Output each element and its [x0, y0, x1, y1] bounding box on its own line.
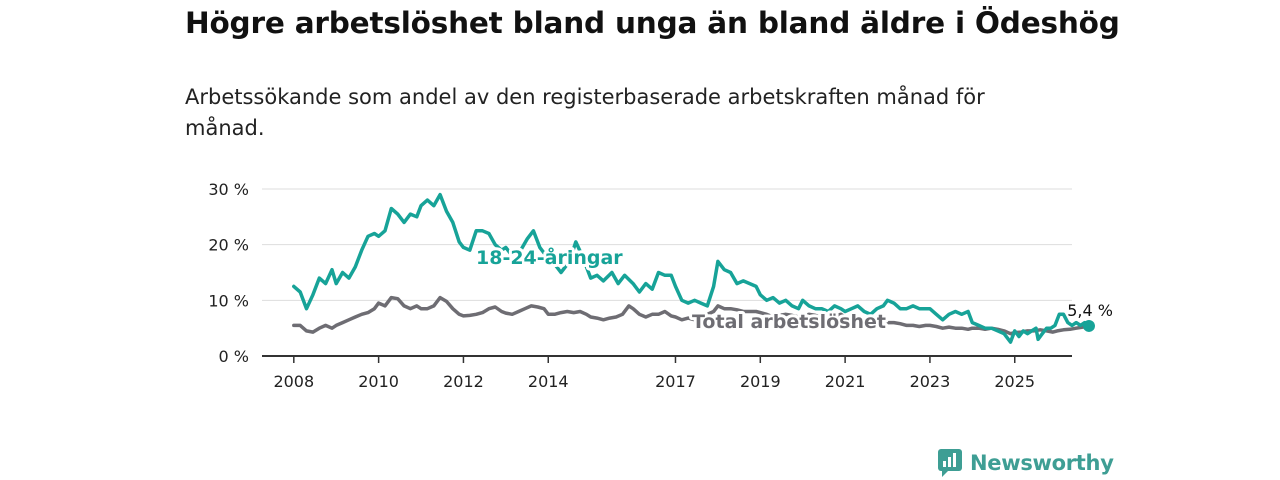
newsworthy-logo[interactable]: Newsworthy [937, 448, 1114, 478]
series-label-youth: 18-24-åringar [476, 245, 623, 269]
x-tick-label: 2025 [994, 372, 1035, 391]
newsworthy-logo-text: Newsworthy [970, 451, 1114, 475]
series-label-youth-halo: 18-24-åringar [476, 245, 623, 269]
y-tick-label: 0 % [219, 347, 249, 366]
series-label-total-halo: Total arbetslöshet [692, 311, 886, 333]
y-tick-label: 10 % [208, 291, 249, 310]
x-tick-label: 2019 [740, 372, 781, 391]
x-tick-label: 2023 [910, 372, 951, 391]
y-tick-label: 20 % [208, 236, 249, 255]
line-chart: 0 % 10 % 20 % 30 % 2008 2010 2012 2014 2017 2019… [208, 180, 1113, 391]
newsworthy-logo-icon [938, 449, 962, 477]
series-line-youth [292, 192, 1091, 344]
series-label-total: Total arbetslöshet [692, 311, 886, 333]
chart-subtitle: Arbetssökande som andel av den registerb… [185, 85, 985, 140]
x-tick-label: 2012 [443, 372, 484, 391]
y-tick-label: 30 % [208, 180, 249, 199]
x-tick-label: 2010 [358, 372, 399, 391]
series-youth [292, 192, 1091, 344]
x-tick-label: 2021 [825, 372, 866, 391]
gridlines [262, 188, 1072, 357]
end-value-label: 5,4 % [1067, 301, 1113, 320]
x-tick-label: 2008 [273, 372, 314, 391]
y-axis-ticks: 0 % 10 % 20 % 30 % [208, 180, 249, 366]
end-point-marker [1082, 319, 1095, 332]
x-tick-label: 2014 [528, 372, 569, 391]
series-total [292, 295, 1091, 336]
x-axis-ticks: 2008 2010 2012 2014 2017 2019 2021 2023 2025 [273, 356, 1035, 391]
x-tick-label: 2017 [655, 372, 696, 391]
chart-title: Högre arbetslöshet bland unga än bland ä… [185, 6, 1120, 40]
series-line-total [292, 295, 1091, 336]
